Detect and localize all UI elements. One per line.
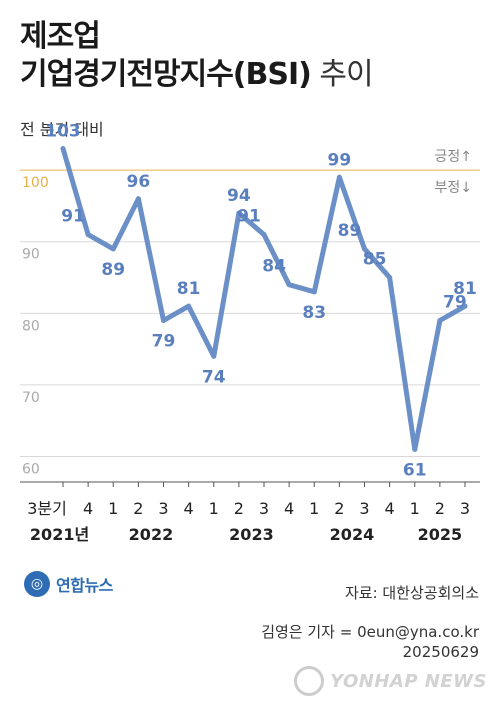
x-tick-label: 3 bbox=[359, 499, 369, 518]
x-tick-label: 1 bbox=[108, 499, 118, 518]
data-point bbox=[412, 446, 418, 452]
data-label: 74 bbox=[202, 367, 226, 387]
yonhap-logo-icon: ◎ bbox=[24, 571, 50, 597]
data-point bbox=[437, 317, 443, 323]
chart-subtitle: 전 분기 대비 bbox=[20, 120, 104, 139]
data-label: 85 bbox=[363, 250, 387, 270]
data-point bbox=[60, 146, 66, 152]
credit-block: 김영은 기자 = 0eun@yna.co.kr 20250629 bbox=[261, 622, 479, 662]
data-point bbox=[186, 303, 192, 309]
data-label: 84 bbox=[262, 257, 286, 277]
data-point bbox=[311, 289, 317, 295]
x-tick-label: 4 bbox=[284, 499, 294, 518]
x-tick-label: 3분기 bbox=[27, 499, 67, 518]
data-label: 61 bbox=[403, 460, 427, 480]
data-label: 91 bbox=[237, 207, 261, 227]
year-label: 2021년 bbox=[30, 525, 89, 544]
data-label: 81 bbox=[177, 279, 201, 299]
reporter-credit: 김영은 기자 = 0eun@yna.co.kr bbox=[261, 623, 479, 641]
data-point bbox=[85, 232, 91, 238]
data-label: 96 bbox=[127, 172, 151, 192]
data-label: 89 bbox=[101, 260, 125, 280]
data-point bbox=[261, 232, 267, 238]
y-tick-label-70: 70 bbox=[22, 390, 40, 406]
year-label: 2023 bbox=[229, 525, 274, 544]
data-label: 99 bbox=[328, 150, 352, 170]
y-tick-label-80: 80 bbox=[22, 318, 40, 334]
data-point bbox=[161, 317, 166, 323]
y-tick-label-90: 90 bbox=[22, 247, 40, 263]
data-point bbox=[236, 210, 242, 216]
title-line-2: 기업경기전망지수(BSI) 추이 bbox=[20, 56, 374, 94]
reference-label-positive: 긍정↑ bbox=[435, 149, 473, 165]
watermark: YONHAP NEWS bbox=[294, 666, 487, 696]
data-label: 79 bbox=[443, 292, 467, 312]
watermark-icon bbox=[294, 666, 325, 696]
x-tick-label: 2 bbox=[334, 499, 344, 518]
year-label: 2025 bbox=[418, 525, 463, 544]
chart-title: 제조업 기업경기전망지수(BSI) 추이 bbox=[20, 18, 374, 94]
y-tick-label-60: 60 bbox=[22, 462, 40, 478]
y-tick-label-100: 100 bbox=[22, 175, 49, 191]
x-tick-label: 1 bbox=[410, 499, 420, 518]
title-line-2-light: 추이 bbox=[310, 57, 373, 92]
data-point bbox=[387, 275, 393, 281]
data-label: 103 bbox=[45, 122, 81, 142]
data-label: 79 bbox=[152, 331, 176, 351]
x-tick-label: 1 bbox=[309, 499, 319, 518]
data-label: 89 bbox=[338, 221, 362, 241]
year-label: 2024 bbox=[330, 525, 375, 544]
title-line-1: 제조업 bbox=[20, 19, 101, 54]
reference-label-negative: 부정↓ bbox=[435, 180, 473, 196]
x-tick-label: 2 bbox=[234, 499, 244, 518]
x-tick-label: 2 bbox=[133, 499, 143, 518]
data-label: 94 bbox=[227, 186, 251, 206]
year-label: 2022 bbox=[129, 525, 174, 544]
x-tick-label: 3 bbox=[158, 499, 168, 518]
x-tick-label: 2 bbox=[435, 499, 445, 518]
x-tick-label: 4 bbox=[184, 499, 194, 518]
title-line-2-bold: 기업경기전망지수(BSI) bbox=[20, 57, 312, 92]
x-tick-label: 4 bbox=[83, 499, 93, 518]
data-point bbox=[286, 282, 292, 288]
data-point bbox=[462, 303, 468, 309]
data-point bbox=[211, 353, 217, 359]
bsi-series-line bbox=[60, 146, 468, 452]
data-point bbox=[110, 246, 116, 252]
x-tick-label: 1 bbox=[209, 499, 219, 518]
data-point bbox=[135, 196, 141, 202]
x-tick-label: 3 bbox=[259, 499, 269, 518]
logo-text: 연합뉴스 bbox=[56, 576, 113, 595]
source-text: 자료: 대한상공회의소 bbox=[344, 584, 479, 602]
data-label: 81 bbox=[453, 279, 477, 299]
date-stamp: 20250629 bbox=[402, 643, 479, 661]
x-tick-label: 4 bbox=[385, 499, 395, 518]
data-label: 91 bbox=[61, 207, 85, 227]
data-point bbox=[362, 246, 367, 252]
yonhap-logo: ◎ 연합뉴스 bbox=[24, 571, 113, 597]
x-tick-label: 3 bbox=[460, 499, 470, 518]
watermark-text: YONHAP NEWS bbox=[330, 670, 487, 692]
data-label: 83 bbox=[302, 303, 326, 323]
data-point bbox=[336, 174, 342, 180]
